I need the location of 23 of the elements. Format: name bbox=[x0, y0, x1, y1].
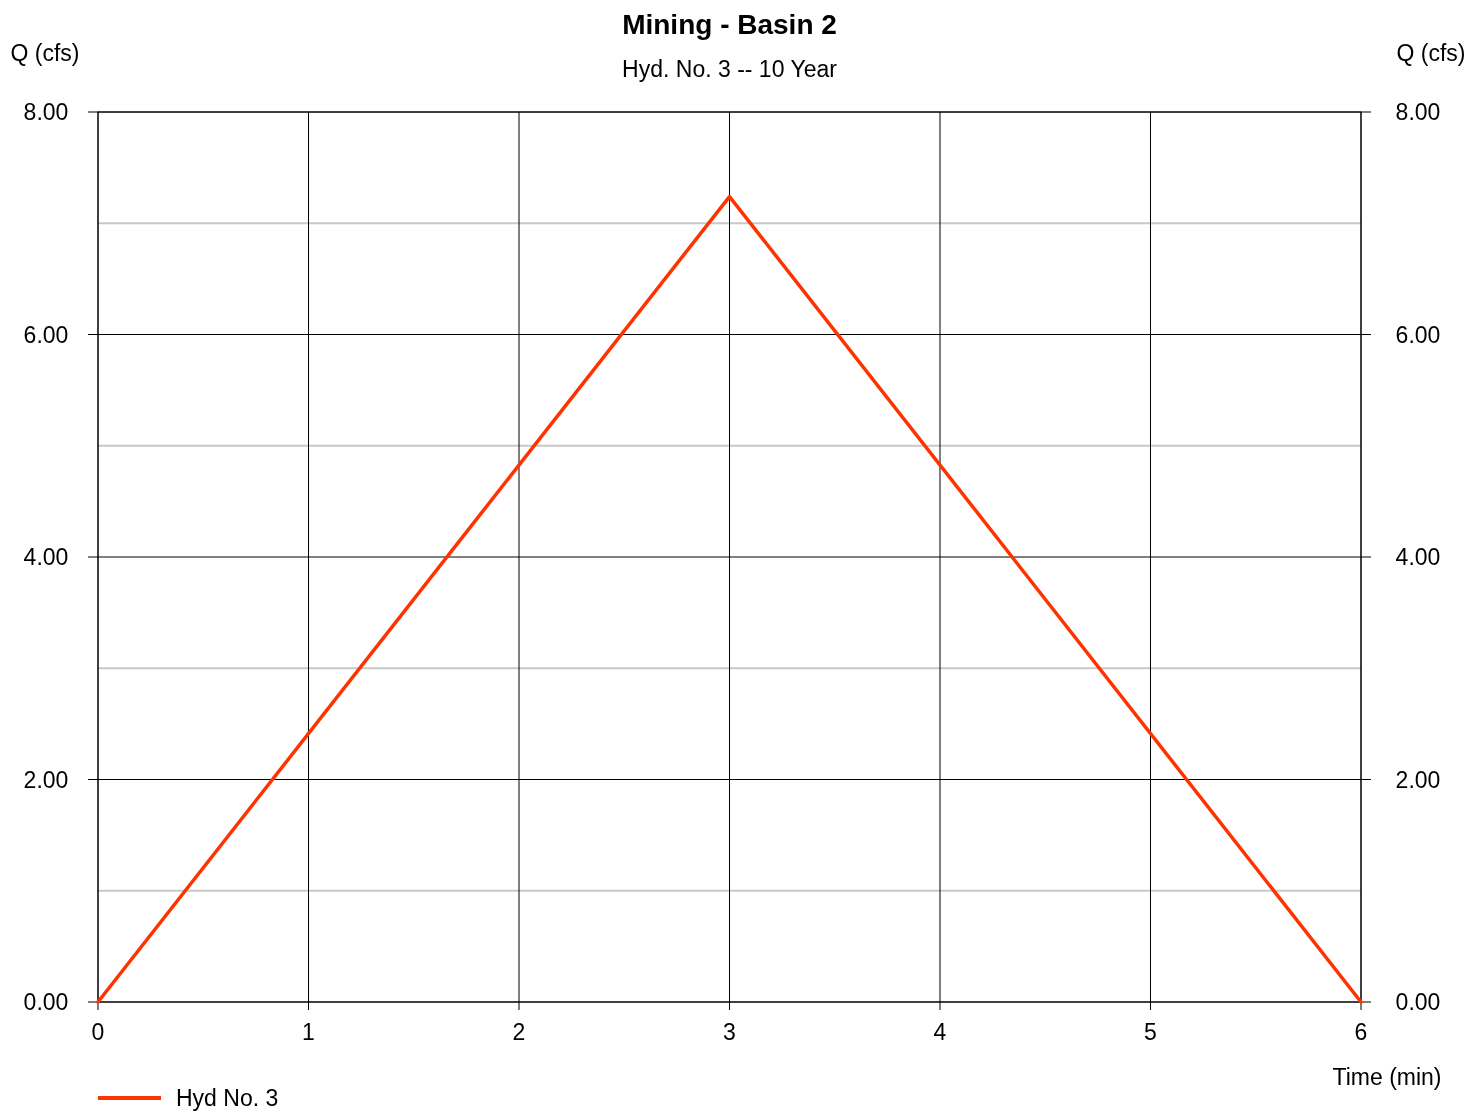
x-tick-label: 5 bbox=[1144, 1019, 1157, 1045]
y2-tick-label: 0.00 bbox=[1395, 989, 1441, 1016]
chart-subtitle: Hyd. No. 3 -- 10 Year bbox=[622, 56, 838, 82]
x-tick-label: 3 bbox=[723, 1019, 736, 1045]
y2-tick-label: 4.00 bbox=[1395, 544, 1441, 571]
x-axis-title: Time (min) bbox=[1332, 1064, 1442, 1090]
x-tick-label: 2 bbox=[512, 1019, 526, 1045]
y2-axis-title: Q (cfs) bbox=[1396, 40, 1466, 66]
x-tick-label: 1 bbox=[302, 1019, 315, 1045]
x-tick-label: 0 bbox=[91, 1019, 105, 1045]
y-tick-label: 0.00 bbox=[23, 989, 69, 1016]
legend-label: Hyd No. 3 bbox=[176, 1085, 279, 1112]
y-tick-label: 4.00 bbox=[23, 544, 69, 571]
x-tick-label: 4 bbox=[933, 1019, 947, 1045]
y-tick-label: 8.00 bbox=[23, 99, 69, 126]
y-tick-label: 2.00 bbox=[23, 766, 69, 793]
y2-tick-label: 8.00 bbox=[1395, 99, 1441, 126]
y-tick-label: 6.00 bbox=[23, 321, 69, 348]
chart-title: Mining - Basin 2 bbox=[622, 9, 837, 40]
y2-tick-label: 2.00 bbox=[1395, 766, 1441, 793]
y2-tick-label: 6.00 bbox=[1395, 321, 1441, 348]
x-tick-label: 6 bbox=[1354, 1019, 1368, 1045]
y-axis-title: Q (cfs) bbox=[10, 40, 80, 66]
